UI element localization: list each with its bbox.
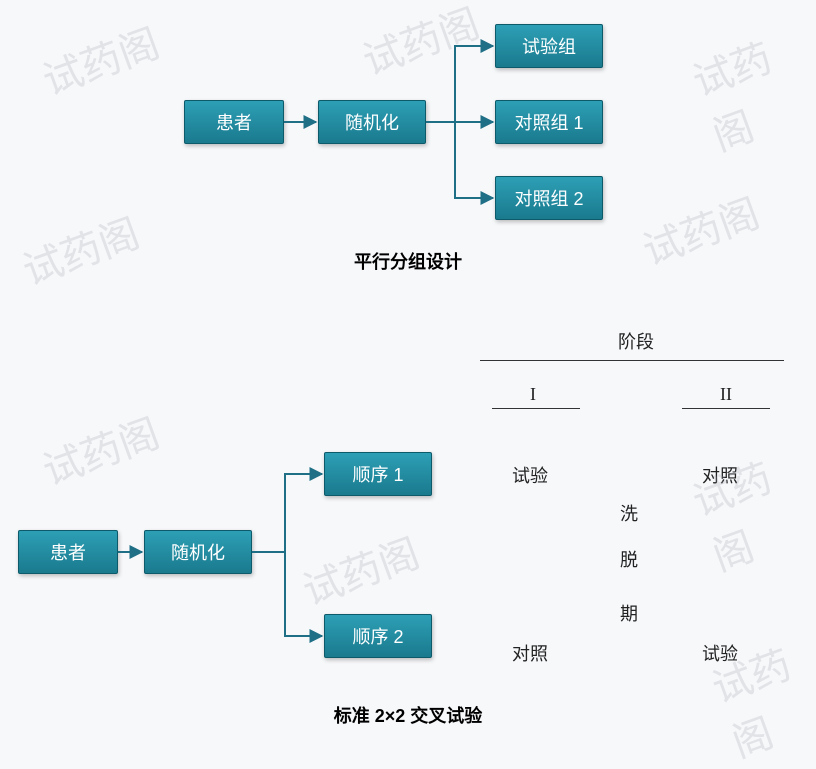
- node-trial: 试验组: [495, 24, 603, 68]
- watermark: 试药阁: [34, 11, 167, 107]
- washout-char-3: 期: [620, 600, 638, 626]
- phase-col-I-underline: [492, 408, 580, 409]
- node-randomize1: 随机化: [318, 100, 426, 144]
- watermark: 试药阁: [684, 14, 816, 163]
- node-label: 随机化: [171, 539, 225, 565]
- phase-r2c2: 试验: [702, 640, 738, 666]
- node-label: 患者: [50, 539, 86, 565]
- washout-char-1: 洗: [620, 500, 638, 526]
- node-label: 对照组 2: [514, 185, 583, 211]
- phase-col-I: I: [530, 384, 536, 405]
- watermark: 试药阁: [294, 521, 427, 617]
- node-control1: 对照组 1: [495, 100, 603, 144]
- watermark: 试药阁: [354, 0, 487, 87]
- phase-col-II-underline: [682, 408, 770, 409]
- node-seq1: 顺序 1: [324, 452, 432, 496]
- node-label: 对照组 1: [514, 109, 583, 135]
- caption-parallel: 平行分组设计: [0, 248, 816, 274]
- node-patients1: 患者: [184, 100, 284, 144]
- phase-r2c1: 对照: [512, 640, 548, 666]
- phase-col-II: II: [720, 384, 732, 405]
- node-randomize2: 随机化: [144, 530, 252, 574]
- phase-r1c2: 对照: [702, 462, 738, 488]
- node-label: 试验组: [522, 33, 576, 59]
- phase-title: 阶段: [618, 328, 654, 354]
- phase-r1c1: 试验: [512, 462, 548, 488]
- node-label: 随机化: [345, 109, 399, 135]
- node-label: 顺序 1: [352, 461, 403, 487]
- node-label: 顺序 2: [352, 623, 403, 649]
- node-patients2: 患者: [18, 530, 118, 574]
- phase-top-line: [480, 360, 784, 361]
- watermark: 试药阁: [684, 434, 816, 583]
- washout-char-2: 脱: [620, 546, 638, 572]
- caption-crossover: 标准 2×2 交叉试验: [0, 702, 816, 728]
- node-label: 患者: [216, 109, 252, 135]
- node-control2: 对照组 2: [495, 176, 603, 220]
- node-seq2: 顺序 2: [324, 614, 432, 658]
- watermark: 试药阁: [34, 401, 167, 497]
